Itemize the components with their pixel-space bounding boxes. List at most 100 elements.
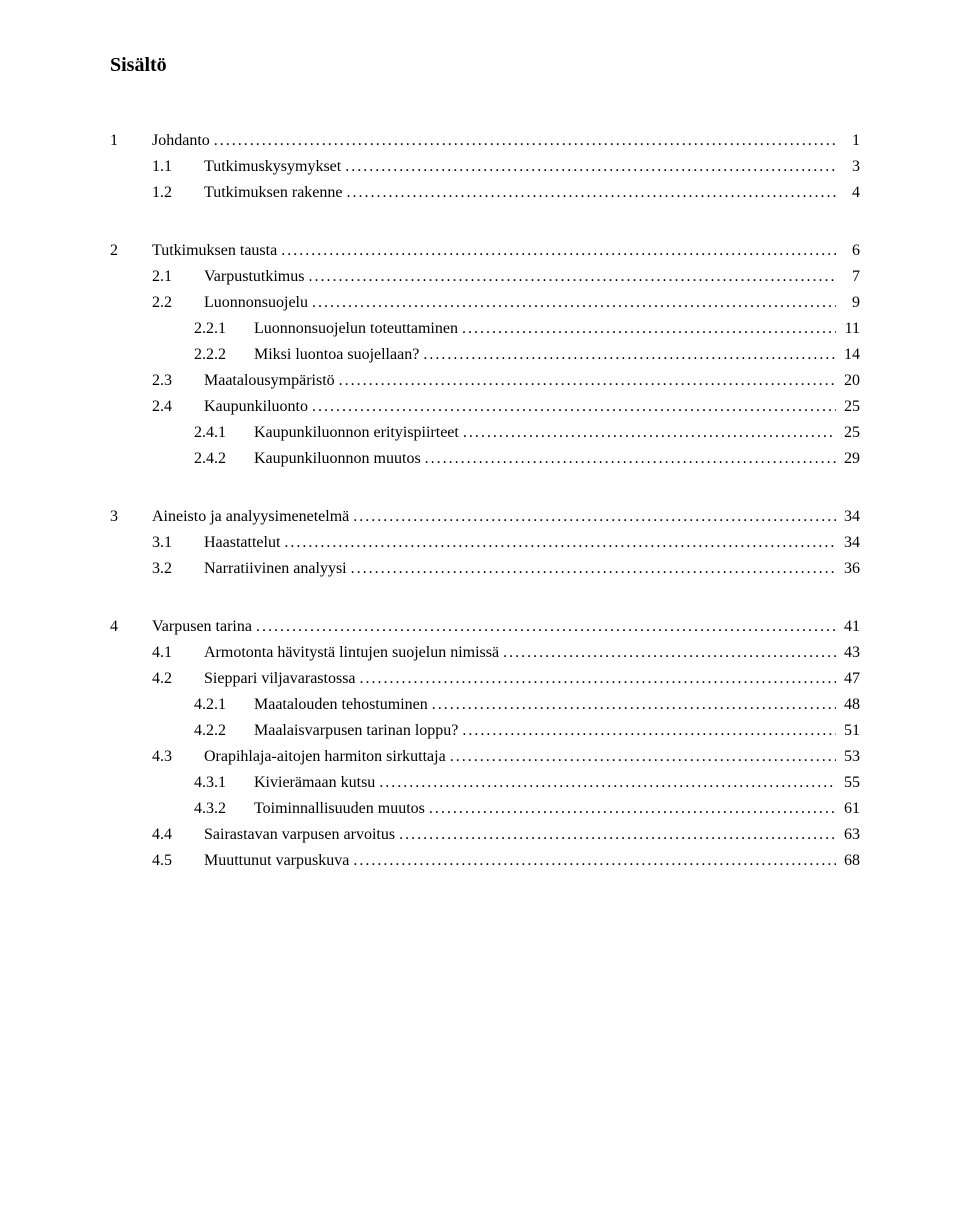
toc-entry-label: Miksi luontoa suojellaan? xyxy=(254,347,419,363)
toc-entry-number: 1.1 xyxy=(152,159,204,175)
toc-entry-page: 3 xyxy=(836,159,860,175)
toc-entry-label: Maatalousympäristö xyxy=(204,373,335,389)
toc-entry: 4.3.2Toiminnallisuuden muutos...........… xyxy=(110,801,860,817)
toc-leader-dots: ........................................… xyxy=(458,723,836,739)
toc-entry: 4.3Orapihlaja-aitojen harmiton sirkuttaj… xyxy=(110,749,860,765)
toc-entry-label: Aineisto ja analyysimenetelmä xyxy=(152,509,349,525)
toc-entry-number: 2.3 xyxy=(152,373,204,389)
toc-entry: 1.1Tutkimuskysymykset...................… xyxy=(110,159,860,175)
toc-entry: 2Tutkimuksen tausta.....................… xyxy=(110,243,860,259)
toc-leader-dots: ........................................… xyxy=(210,133,836,149)
toc-entry-label: Kivierämaan kutsu xyxy=(254,775,375,791)
toc-leader-dots: ........................................… xyxy=(308,295,836,311)
table-of-contents: 1 Johdanto...............................… xyxy=(110,133,860,869)
toc-leader-dots: ........................................… xyxy=(341,159,836,175)
toc-entry-number: 2 xyxy=(110,243,152,259)
toc-entry-page: 41 xyxy=(836,619,860,635)
toc-entry-label: Johdanto xyxy=(152,133,210,149)
toc-leader-dots: ........................................… xyxy=(428,697,836,713)
toc-entry-number: 2.2.2 xyxy=(194,347,254,363)
toc-entry-label: Tutkimuskysymykset xyxy=(204,159,341,175)
toc-entry: 4.2.2Maalaisvarpusen tarinan loppu?.....… xyxy=(110,723,860,739)
toc-leader-dots: ........................................… xyxy=(421,451,836,467)
toc-leader-dots: ........................................… xyxy=(356,671,836,687)
toc-entry-label: Sairastavan varpusen arvoitus xyxy=(204,827,395,843)
toc-entry: 4.2.1Maatalouden tehostuminen...........… xyxy=(110,697,860,713)
toc-entry-page: 36 xyxy=(836,561,860,577)
toc-entry: 4.4Sairastavan varpusen arvoitus........… xyxy=(110,827,860,843)
toc-entry-page: 6 xyxy=(836,243,860,259)
toc-section-gap xyxy=(110,211,860,243)
toc-entry-number: 2.2 xyxy=(152,295,204,311)
toc-entry-page: 4 xyxy=(836,185,860,201)
toc-leader-dots: ........................................… xyxy=(349,853,836,869)
toc-leader-dots: ........................................… xyxy=(349,509,836,525)
toc-entry-number: 4.2.2 xyxy=(194,723,254,739)
toc-entry-number: 4.4 xyxy=(152,827,204,843)
toc-entry-number: 4.3.1 xyxy=(194,775,254,791)
toc-leader-dots: ........................................… xyxy=(499,645,836,661)
toc-leader-dots: ........................................… xyxy=(347,561,836,577)
toc-entry: 3Aineisto ja analyysimenetelmä..........… xyxy=(110,509,860,525)
toc-entry-label: Maalaisvarpusen tarinan loppu? xyxy=(254,723,458,739)
toc-entry-label: Muuttunut varpuskuva xyxy=(204,853,349,869)
toc-entry-page: 61 xyxy=(836,801,860,817)
toc-entry-page: 9 xyxy=(836,295,860,311)
toc-leader-dots: ........................................… xyxy=(375,775,836,791)
toc-entry-label: Haastattelut xyxy=(204,535,280,551)
toc-entry: 1.2Tutkimuksen rakenne..................… xyxy=(110,185,860,201)
toc-entry-page: 25 xyxy=(836,425,860,441)
toc-leader-dots: ........................................… xyxy=(395,827,836,843)
toc-entry: 3.2Narratiivinen analyysi...............… xyxy=(110,561,860,577)
toc-entry-number: 2.4 xyxy=(152,399,204,415)
toc-entry-page: 1 xyxy=(836,133,860,149)
toc-entry-page: 20 xyxy=(836,373,860,389)
toc-entry-number: 2.4.1 xyxy=(194,425,254,441)
toc-leader-dots: ........................................… xyxy=(425,801,836,817)
toc-entry: 4.2Sieppari viljavarastossa.............… xyxy=(110,671,860,687)
toc-entry-page: 43 xyxy=(836,645,860,661)
toc-entry-label: Kaupunkiluonto xyxy=(204,399,308,415)
toc-entry-page: 34 xyxy=(836,535,860,551)
toc-entry: 2.2.2Miksi luontoa suojellaan?..........… xyxy=(110,347,860,363)
toc-leader-dots: ........................................… xyxy=(335,373,836,389)
toc-entry-page: 47 xyxy=(836,671,860,687)
toc-entry-page: 68 xyxy=(836,853,860,869)
toc-entry: 4Varpusen tarina........................… xyxy=(110,619,860,635)
toc-leader-dots: ........................................… xyxy=(304,269,836,285)
toc-entry-page: 11 xyxy=(836,321,860,337)
toc-entry: 4.5Muuttunut varpuskuva.................… xyxy=(110,853,860,869)
toc-entry-number: 4.1 xyxy=(152,645,204,661)
toc-entry: 2.2.1Luonnonsuojelun toteuttaminen......… xyxy=(110,321,860,337)
toc-entry-label: Luonnonsuojelun toteuttaminen xyxy=(254,321,458,337)
toc-leader-dots: ........................................… xyxy=(446,749,836,765)
toc-entry-label: Sieppari viljavarastossa xyxy=(204,671,356,687)
toc-entry: 2.4.1Kaupunkiluonnon erityispiirteet....… xyxy=(110,425,860,441)
toc-entry-number: 2.2.1 xyxy=(194,321,254,337)
page-title: Sisältö xyxy=(110,54,860,77)
toc-entry: 4.1Armotonta hävitystä lintujen suojelun… xyxy=(110,645,860,661)
toc-leader-dots: ........................................… xyxy=(308,399,836,415)
toc-entry-number: 3.2 xyxy=(152,561,204,577)
toc-entry-number: 4.2.1 xyxy=(194,697,254,713)
toc-entry: 4.3.1Kivierämaan kutsu..................… xyxy=(110,775,860,791)
toc-entry-number: 4 xyxy=(110,619,152,635)
toc-entry-label: Varpusen tarina xyxy=(152,619,252,635)
toc-entry-page: 51 xyxy=(836,723,860,739)
toc-entry-number: 3.1 xyxy=(152,535,204,551)
toc-entry: 1 Johdanto...............................… xyxy=(110,133,860,149)
toc-entry-label: Toiminnallisuuden muutos xyxy=(254,801,425,817)
toc-entry-number: 1.2 xyxy=(152,185,204,201)
toc-leader-dots: ........................................… xyxy=(343,185,836,201)
toc-entry-page: 53 xyxy=(836,749,860,765)
toc-entry-page: 25 xyxy=(836,399,860,415)
toc-entry-label: Kaupunkiluonnon erityispiirteet xyxy=(254,425,459,441)
toc-entry-page: 63 xyxy=(836,827,860,843)
toc-leader-dots: ........................................… xyxy=(459,425,836,441)
toc-entry-number: 4.3 xyxy=(152,749,204,765)
toc-entry-page: 34 xyxy=(836,509,860,525)
toc-entry-page: 14 xyxy=(836,347,860,363)
toc-entry-page: 48 xyxy=(836,697,860,713)
toc-entry-label: Maatalouden tehostuminen xyxy=(254,697,428,713)
toc-entry: 2.1Varpustutkimus.......................… xyxy=(110,269,860,285)
